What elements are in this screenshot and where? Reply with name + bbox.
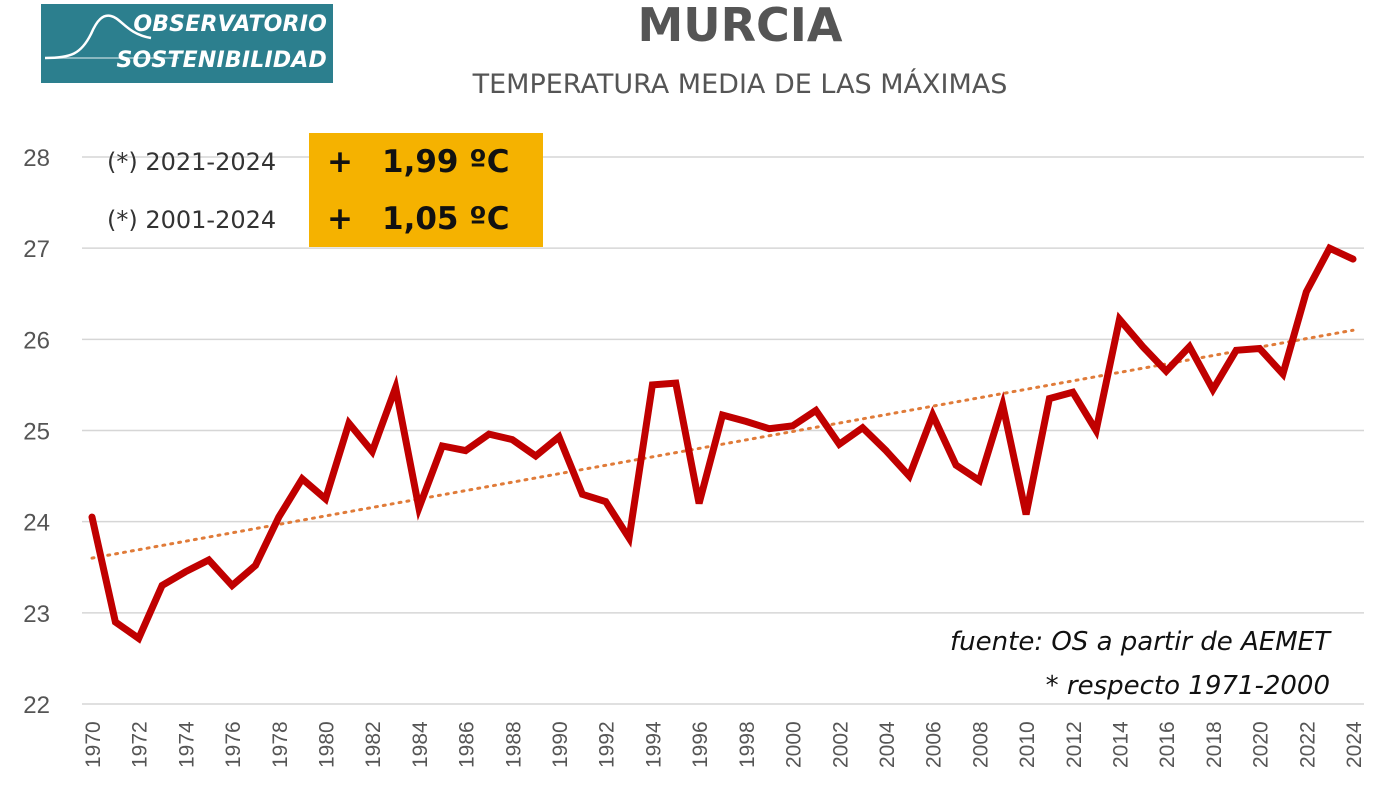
x-tick-label: 2020: [1250, 721, 1273, 768]
highlight-sign-1: +: [327, 144, 353, 180]
x-tick-label: 1984: [409, 721, 432, 768]
x-tick-label: 1974: [175, 721, 198, 768]
x-tick-label: 1994: [642, 721, 665, 768]
x-tick-label: 2018: [1203, 721, 1226, 768]
x-axis-ticks: 1970 1972 1974 1976 1978 1980 1982 1984 1986 1988…: [82, 721, 1366, 768]
x-tick-label: 1998: [736, 721, 759, 768]
y-tick-label: 27: [23, 236, 50, 263]
x-tick-label: 1982: [362, 721, 385, 768]
source-line-1: fuente: OS a partir de AEMET: [950, 627, 1330, 657]
y-tick-label: 23: [23, 601, 50, 628]
y-axis-ticks: 22 23 24 25 26 27 28: [23, 145, 50, 719]
logo-line-1: OBSERVATORIO: [133, 12, 327, 37]
highlight-box: +1,99 ºC +1,05 ºC: [309, 133, 543, 247]
x-tick-label: 1990: [549, 721, 572, 768]
x-tick-label: 2022: [1296, 721, 1319, 768]
x-tick-label: 2004: [876, 721, 899, 768]
x-tick-label: 1996: [689, 721, 712, 768]
highlight-value-1: 1,99 ºC: [382, 144, 510, 180]
x-tick-label: 1988: [502, 721, 525, 768]
trend-line: [90, 328, 1355, 560]
x-tick-label: 2000: [783, 721, 806, 768]
x-tick-label: 1986: [456, 721, 479, 768]
x-tick-label: 1980: [316, 721, 339, 768]
x-tick-label: 1970: [82, 721, 105, 768]
x-tick-label: 2016: [1156, 721, 1179, 768]
logo-line-2: SOSTENIBILIDAD: [116, 48, 327, 73]
chart-title: MURCIA: [637, 0, 843, 52]
series-line: [88, 243, 1357, 644]
chart-subtitle: TEMPERATURA MEDIA DE LAS MÁXIMAS: [472, 69, 1008, 100]
logo-curve-icon: [44, 14, 179, 60]
x-tick-label: 1976: [222, 721, 245, 768]
x-tick-label: 1972: [129, 721, 152, 768]
trend-line-path: [90, 328, 1355, 560]
highlight-value-row-2: +1,05 ºC: [327, 201, 510, 237]
logo: OBSERVATORIO SOSTENIBILIDAD: [41, 4, 333, 83]
source-line-2: * respecto 1971-2000: [1045, 671, 1330, 701]
y-tick-label: 25: [23, 419, 50, 446]
highlight-period-1: (*) 2021-2024: [107, 148, 277, 176]
y-tick-label: 26: [23, 327, 50, 354]
highlight-period-2: (*) 2001-2024: [107, 206, 277, 234]
highlight-value-row-1: +1,99 ºC: [327, 144, 510, 180]
x-tick-label: 2012: [1063, 721, 1086, 768]
x-tick-label: 2006: [923, 721, 946, 768]
x-tick-label: 2014: [1109, 721, 1132, 768]
x-tick-label: 1992: [596, 721, 619, 768]
y-tick-label: 22: [23, 692, 50, 719]
highlight-sign-2: +: [327, 201, 353, 237]
y-tick-label: 24: [23, 510, 50, 537]
x-tick-label: 2010: [1016, 721, 1039, 768]
highlight-value-2: 1,05 ºC: [382, 201, 510, 237]
x-tick-label: 2002: [829, 721, 852, 768]
x-tick-label: 2008: [969, 721, 992, 768]
y-tick-label: 28: [23, 145, 50, 172]
x-tick-label: 2024: [1343, 721, 1366, 768]
source-note: fuente: OS a partir de AEMET * respecto …: [950, 620, 1330, 708]
x-tick-label: 1978: [269, 721, 292, 768]
